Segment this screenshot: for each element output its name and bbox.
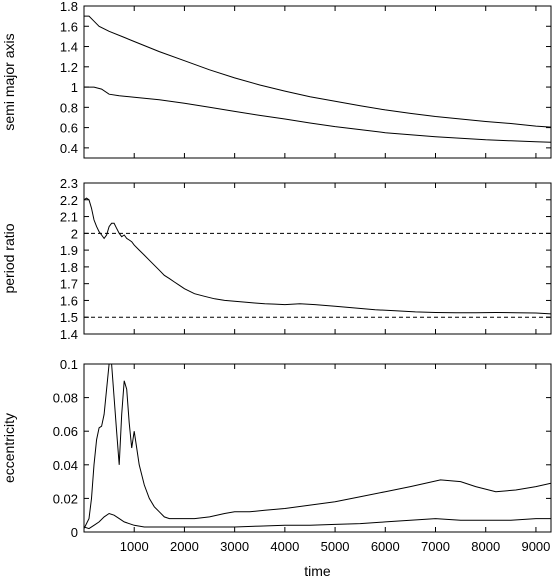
y-tick-label: 1.4 [60, 327, 78, 342]
panel-eccentricity: 0 0.02 0.04 0.06 0.08 0.1 1000 2000 3000 4000 5000… [1, 357, 552, 579]
x-tick-label: 1000 [120, 539, 149, 554]
y-tick-label: 1.6 [60, 19, 78, 34]
y-axis-label: eccentricity [1, 413, 17, 483]
panel-period-ratio: 1.4 1.5 1.61.7 1.8 1.9 22.1 2.2 2.3 period ratio [1, 176, 552, 342]
x-tick-label: 5000 [321, 539, 350, 554]
y-tick-label: 1.4 [60, 40, 78, 55]
y-tick-label: 2 [71, 226, 78, 241]
y-tick-label: 0.1 [60, 357, 78, 372]
x-tick-label: 8000 [471, 539, 500, 554]
y-axis-label: semi major axis [1, 33, 17, 130]
y-tick-label: 1.8 [60, 0, 78, 14]
y-tick-label: 2.2 [60, 193, 78, 208]
y-tick-label: 0.04 [53, 458, 78, 473]
y-tick-label: 0 [71, 525, 78, 540]
x-tick-label: 7000 [421, 539, 450, 554]
series-line-1 [84, 86, 551, 143]
series-line-1 [84, 512, 551, 530]
series-line-0 [84, 15, 551, 128]
plot-frame [83, 363, 552, 533]
y-tick-label: 1.2 [60, 60, 78, 75]
y-tick-label: 1.8 [60, 260, 78, 275]
plot-frame [83, 5, 552, 159]
y-axis-label: period ratio [1, 223, 17, 293]
y-tick-label: 2.3 [60, 176, 78, 191]
y-tick-label: 1.6 [60, 293, 78, 308]
plot-frame [83, 182, 552, 335]
y-tick-label: 0.06 [53, 424, 78, 439]
y-tick-label: 0.6 [60, 121, 78, 136]
x-axis-label: time [304, 563, 331, 579]
y-tick-label: 1.9 [60, 243, 78, 258]
x-tick-label: 6000 [371, 539, 400, 554]
y-tick-label: 0.8 [60, 100, 78, 115]
y-tick-label: 1 [71, 80, 78, 95]
panel-semi-major-axis: 0.4 0.6 0.8 1 1.2 1.4 1.6 1.8 semi major axis [1, 0, 552, 159]
x-tick-label: 9000 [521, 539, 550, 554]
x-tick-label: 4000 [270, 539, 299, 554]
series-line-0 [84, 364, 551, 529]
y-tick-label: 1.7 [60, 277, 78, 292]
y-tick-label: 0.08 [53, 391, 78, 406]
x-tick-label: 2000 [170, 539, 199, 554]
y-tick-label: 0.02 [53, 491, 78, 506]
y-tick-label: 2.1 [60, 210, 78, 225]
y-tick-label: 1.5 [60, 310, 78, 325]
y-tick-label: 0.4 [60, 141, 78, 156]
series-line-0 [84, 197, 551, 315]
x-tick-label: 3000 [220, 539, 249, 554]
